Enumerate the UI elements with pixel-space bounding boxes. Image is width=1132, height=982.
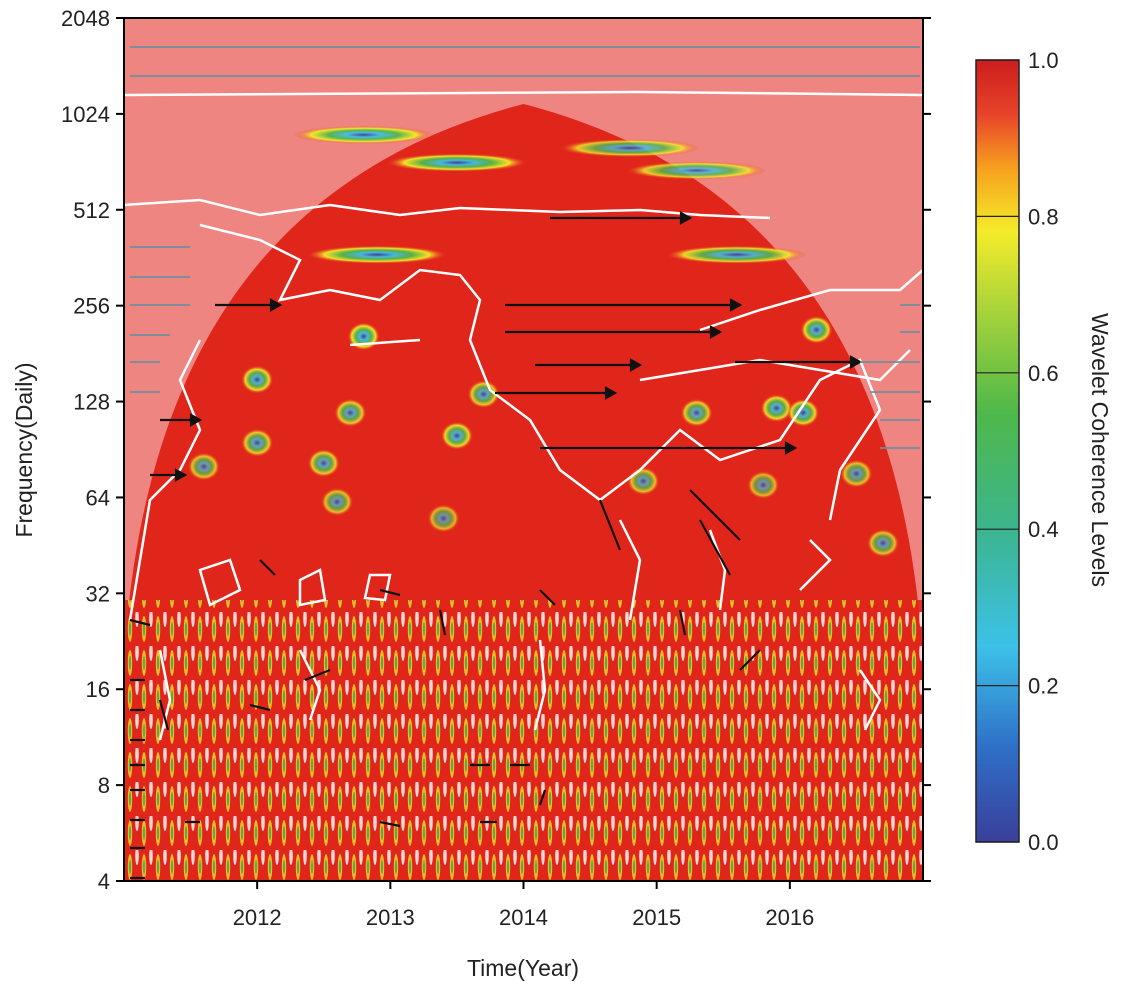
coherence-patch — [627, 467, 660, 496]
coherence-patch — [666, 245, 807, 264]
phase-arrow-row — [150, 216, 860, 477]
contour-line — [124, 198, 771, 220]
y-tick-label: 1024 — [61, 102, 110, 127]
contour-line — [363, 573, 392, 602]
coherence-patch — [467, 380, 500, 409]
contour-line — [639, 349, 911, 382]
colorbar-tick-label: 0.8 — [1028, 204, 1059, 229]
phase-arrows-outside-cone — [130, 46, 920, 449]
coherence-patch — [334, 398, 367, 427]
coherence-patch — [307, 449, 340, 478]
coherence-patch — [386, 153, 527, 172]
x-tick-label: 2016 — [765, 905, 814, 930]
y-axis: 4 8 16 32 64 128 256 512 1024 2048 — [61, 6, 931, 894]
coherence-patch — [626, 161, 767, 180]
y-tick-label: 64 — [86, 485, 110, 510]
grey-arrow-row — [130, 46, 920, 449]
contour-line — [708, 529, 727, 611]
y-axis-title: Frequency(Daily) — [11, 362, 37, 537]
contour-line — [124, 90, 923, 97]
phase-arrow-ticks — [129, 618, 151, 880]
coherence-patch — [321, 487, 354, 516]
coherence-patch — [241, 365, 274, 394]
coherence-patch — [347, 322, 380, 351]
coherence-patch — [867, 529, 900, 558]
colorbar-tick-label: 1.0 — [1028, 48, 1059, 73]
colorbar-ticks: 0.0 0.2 0.4 0.6 0.8 1.0 — [976, 48, 1059, 855]
x-tick-label: 2012 — [233, 905, 282, 930]
phase-arrow-diagonal — [158, 489, 761, 828]
phase-arrows — [129, 211, 863, 880]
y-tick-label: 256 — [73, 294, 110, 319]
y-tick-label: 512 — [73, 198, 110, 223]
y-tick-label: 8 — [98, 773, 110, 798]
x-tick-label: 2014 — [499, 905, 548, 930]
coherence-patch — [307, 245, 448, 264]
contour-line — [128, 339, 202, 621]
coherence-patch — [787, 398, 820, 427]
y-tick-label: 128 — [73, 390, 110, 415]
phase-arrow-heads — [174, 211, 863, 482]
coherence-patch — [840, 459, 873, 488]
contour-line — [298, 568, 327, 607]
contour-line — [198, 558, 242, 607]
colorbar-gradient — [976, 60, 1019, 842]
contour-line — [349, 338, 421, 347]
contour-line — [533, 639, 547, 731]
x-tick-label: 2015 — [632, 905, 681, 930]
low-coherence-patches — [187, 125, 900, 558]
coherence-patch — [427, 504, 460, 533]
x-tick-label: 2013 — [366, 905, 415, 930]
contour-line — [699, 269, 923, 332]
colorbar-label: Wavelet Coherence Levels — [1087, 313, 1113, 587]
y-tick-label: 2048 — [61, 6, 110, 31]
x-axis-title: Time(Year) — [467, 955, 579, 981]
colorbar-tick-label: 0.0 — [1028, 830, 1059, 855]
contour-line — [158, 649, 172, 741]
y-tick-label: 32 — [86, 581, 110, 606]
coherence-patch — [241, 428, 274, 457]
coherence-patch — [800, 315, 833, 344]
coherence-patch — [293, 125, 434, 144]
contour-line — [618, 519, 642, 621]
contour-line — [799, 539, 832, 591]
y-tick-label: 4 — [98, 869, 110, 894]
colorbar-tick-label: 0.2 — [1028, 674, 1059, 699]
colorbar-tick-label: 0.6 — [1028, 361, 1059, 386]
coherence-patch — [560, 139, 701, 158]
contour-line — [858, 669, 882, 731]
y-tick-label: 16 — [86, 677, 110, 702]
coherence-patch — [187, 452, 220, 481]
colorbar-tick-label: 0.4 — [1028, 517, 1059, 542]
coherence-patch — [747, 471, 780, 500]
x-axis: 2012 2013 2014 2015 2016 — [233, 881, 814, 930]
coherence-patch — [760, 394, 793, 423]
contour-line — [298, 649, 322, 721]
high-frequency-streaks — [124, 600, 923, 881]
coherence-patch — [680, 398, 713, 427]
colorbar: 0.0 0.2 0.4 0.6 0.8 1.0 — [975, 48, 1059, 855]
significance-contours — [124, 90, 923, 741]
plot-area — [124, 18, 923, 881]
coherence-patch — [440, 421, 473, 450]
